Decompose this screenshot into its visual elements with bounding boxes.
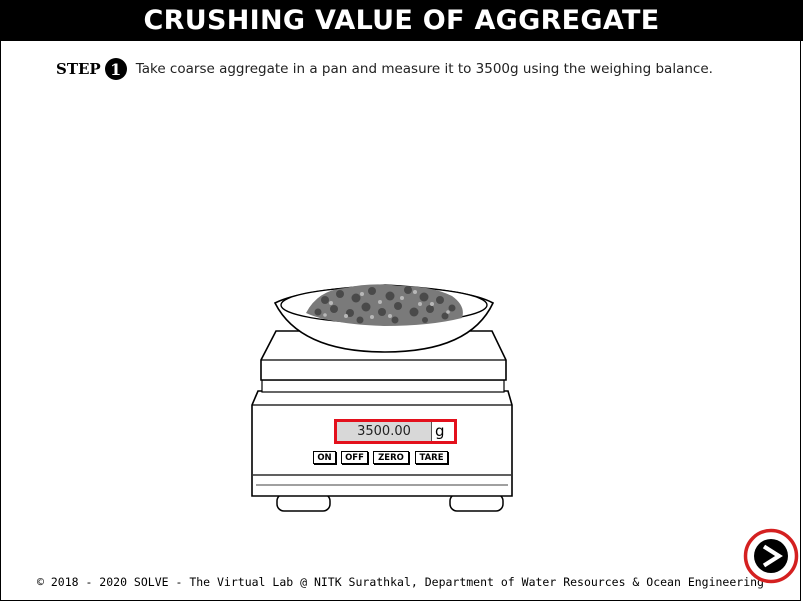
- next-arrow-icon[interactable]: [743, 528, 799, 584]
- weight-unit: g: [431, 422, 454, 441]
- step-number-badge: 1: [104, 58, 127, 80]
- step-label: STEP: [56, 60, 101, 78]
- zero-button[interactable]: ZERO: [373, 451, 409, 464]
- balance-neck: [261, 379, 505, 393]
- off-button[interactable]: OFF: [341, 451, 368, 464]
- coarse-aggregate: [306, 284, 463, 326]
- weight-readout: 3500.00: [337, 422, 431, 441]
- footer-text: © 2018 - 2020 SOLVE - The Virtual Lab @ …: [37, 575, 764, 589]
- page-title: CRUSHING VALUE OF AGGREGATE: [0, 0, 803, 41]
- tare-button[interactable]: TARE: [415, 451, 448, 464]
- on-button[interactable]: ON: [313, 451, 336, 464]
- step-instruction: STEP 1 Take coarse aggregate in a pan an…: [56, 56, 713, 82]
- balance-display: 3500.00 g: [334, 419, 457, 444]
- step-text: Take coarse aggregate in a pan and measu…: [135, 61, 713, 77]
- footer-copyright: © 2018 - 2020 SOLVE - The Virtual Lab @ …: [0, 575, 803, 589]
